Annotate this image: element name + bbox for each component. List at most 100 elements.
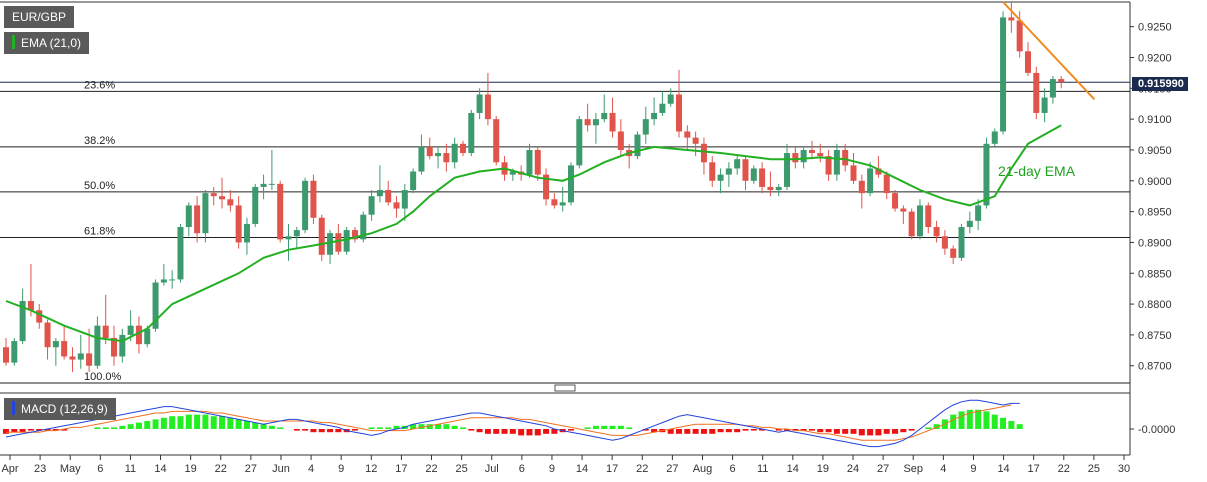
macd-histogram-bar — [393, 425, 400, 429]
candle-body — [950, 248, 957, 258]
candle-body — [975, 205, 982, 221]
y-tick-label: 0.8800 — [1138, 299, 1172, 311]
macd-histogram-bar — [617, 425, 624, 429]
macd-histogram-bar — [825, 429, 832, 433]
candle-body — [534, 149, 541, 175]
macd-histogram-bar — [293, 429, 300, 431]
macd-histogram-bar — [700, 429, 707, 434]
candle — [360, 211, 367, 243]
candle — [601, 94, 608, 123]
macd-histogram-bar — [318, 429, 325, 433]
candle-body — [152, 282, 159, 329]
ema-swatch — [12, 35, 15, 49]
candle — [94, 316, 101, 369]
candle-body — [285, 236, 292, 240]
candle — [119, 328, 126, 363]
candle — [401, 183, 408, 221]
macd-histogram-bar — [759, 429, 766, 431]
candle-body — [916, 205, 923, 237]
candle-body — [592, 119, 599, 126]
macd-histogram-bar — [169, 416, 176, 429]
y-tick-label: 0.9200 — [1138, 52, 1172, 64]
x-tick-label: Apr — [1, 463, 18, 475]
candle-body — [759, 168, 766, 187]
x-tick-label: 19 — [185, 463, 197, 475]
candle-body — [169, 279, 176, 281]
macd-histogram-bar — [534, 429, 541, 436]
candle — [1058, 75, 1065, 89]
macd-tag[interactable]: MACD (12,26,9) — [4, 398, 116, 420]
candle-body — [435, 153, 442, 157]
candle — [1000, 11, 1007, 135]
macd-histogram-bar — [966, 409, 973, 429]
candle — [875, 156, 882, 178]
candle — [318, 214, 325, 261]
macd-tag-label: MACD (12,26,9) — [21, 402, 108, 416]
candle-body — [219, 196, 226, 200]
candle-body — [235, 205, 242, 243]
candle-body — [784, 153, 791, 187]
macd-histogram-bar — [526, 429, 533, 436]
candle — [61, 325, 68, 360]
fib-label: 38.2% — [84, 135, 115, 147]
macd-histogram-bar — [709, 429, 716, 434]
candle — [933, 220, 940, 243]
candle — [850, 153, 857, 184]
symbol-tag[interactable]: EUR/GBP — [4, 6, 75, 28]
macd-histogram-bar — [742, 429, 749, 431]
candle-body — [742, 159, 749, 181]
candle-body — [119, 334, 126, 357]
candle-body — [925, 205, 932, 228]
candle — [883, 171, 890, 200]
candle-body — [102, 325, 109, 338]
candle-body — [210, 193, 217, 197]
y-tick-label: 0.9000 — [1138, 176, 1172, 188]
candle — [717, 168, 724, 194]
macd-histogram-bar — [883, 429, 890, 434]
macd-histogram-bar — [3, 429, 9, 434]
candle-body — [817, 153, 824, 157]
candle-body — [700, 143, 707, 163]
macd-histogram-bar — [725, 429, 732, 433]
x-tick-label: 14 — [576, 463, 588, 475]
candle — [443, 143, 450, 172]
candle-body — [659, 103, 666, 113]
x-tick-label: 22 — [215, 463, 227, 475]
candle-body — [385, 190, 392, 203]
candle-body — [875, 168, 882, 175]
candle-body — [243, 223, 250, 243]
candle — [426, 137, 433, 160]
candle — [975, 199, 982, 231]
x-tick-label: 6 — [97, 463, 103, 475]
macd-histogram-bar — [94, 427, 101, 429]
candle-body — [543, 174, 550, 200]
macd-histogram-bar — [302, 429, 309, 431]
macd-histogram-bar — [235, 419, 242, 429]
macd-histogram-bar — [202, 414, 209, 429]
candle-body — [825, 156, 832, 175]
candle-body — [144, 328, 151, 345]
macd-histogram-bar — [368, 427, 375, 429]
candle-body — [617, 131, 624, 150]
candle — [858, 174, 865, 209]
macd-histogram-bar — [892, 429, 899, 434]
candle — [742, 156, 749, 191]
macd-histogram-bar — [975, 409, 982, 429]
x-tick-label: May — [60, 463, 81, 475]
candle — [1008, 2, 1015, 33]
candle-body — [327, 233, 334, 255]
x-tick-label: 9 — [549, 463, 555, 475]
candle — [235, 196, 242, 249]
macd-histogram-bar — [950, 414, 957, 429]
candle — [784, 143, 791, 191]
x-tick-label: 27 — [245, 463, 257, 475]
ema-tag[interactable]: EMA (21,0) — [4, 32, 90, 54]
macd-histogram-bar — [185, 414, 192, 429]
macd-histogram-bar — [19, 429, 26, 433]
candle-body — [775, 186, 782, 191]
candle — [410, 168, 417, 194]
candle-body — [642, 119, 649, 135]
macd-histogram-bar — [111, 427, 118, 429]
candle — [651, 97, 658, 126]
